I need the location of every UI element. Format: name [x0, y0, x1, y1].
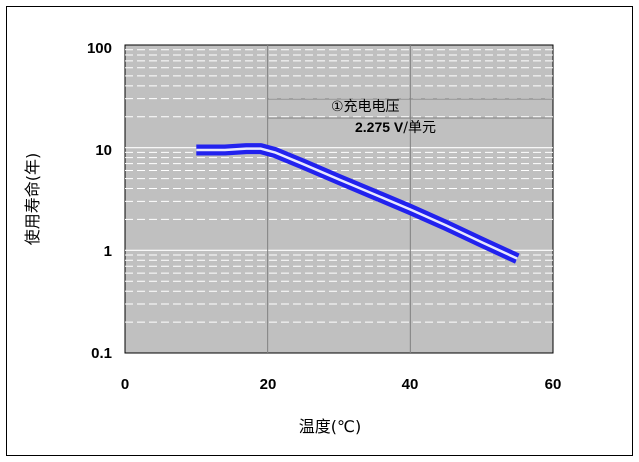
series-line-highlight: [196, 147, 518, 260]
y-tick-labels: 0.1 1 10 100: [87, 40, 112, 362]
y-tick-label-1: 1: [104, 243, 112, 260]
y-tick-label-2: 10: [95, 142, 112, 159]
x-tick-label-3: 60: [545, 376, 562, 393]
x-tick-label-2: 40: [402, 376, 419, 393]
annotation-unit: /单元: [403, 120, 436, 136]
x-axis-label: 温度(℃): [299, 417, 361, 436]
x-tick-label-1: 20: [260, 376, 277, 393]
x-tick-label-0: 0: [121, 376, 129, 393]
x-tick-labels: 0 20 40 60: [121, 376, 562, 393]
y-axis-label: 使用寿命(年): [23, 153, 42, 246]
annotation-value: 2.275 V: [355, 119, 404, 135]
y-tick-label-3: 100: [87, 40, 112, 57]
annotation-line2: 2.275 V/单元: [355, 119, 436, 136]
y-tick-label-0: 0.1: [91, 345, 112, 362]
annotation-line1: ①充电电压: [331, 99, 400, 115]
annotation-box: [267, 98, 553, 119]
plot-area: [124, 44, 554, 354]
series: [196, 143, 520, 264]
